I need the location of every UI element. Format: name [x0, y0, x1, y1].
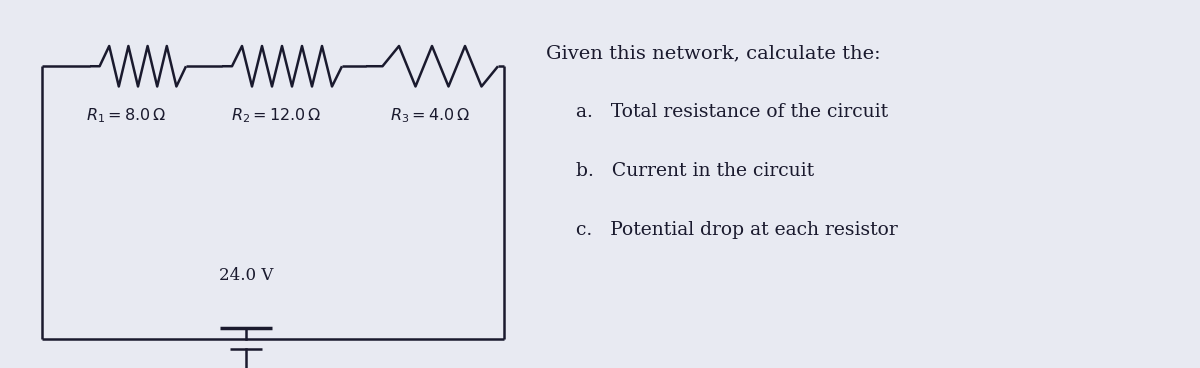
Text: c.   Potential drop at each resistor: c. Potential drop at each resistor: [576, 221, 898, 239]
Text: $R_1 = 8.0\,\Omega$: $R_1 = 8.0\,\Omega$: [86, 107, 166, 125]
Text: a.   Total resistance of the circuit: a. Total resistance of the circuit: [576, 103, 888, 121]
Text: $R_2 = 12.0\,\Omega$: $R_2 = 12.0\,\Omega$: [230, 107, 322, 125]
Text: 24.0 V: 24.0 V: [218, 267, 274, 284]
Text: $R_3 = 4.0\,\Omega$: $R_3 = 4.0\,\Omega$: [390, 107, 469, 125]
Text: b.   Current in the circuit: b. Current in the circuit: [576, 162, 814, 180]
Text: Given this network, calculate the:: Given this network, calculate the:: [546, 44, 881, 62]
